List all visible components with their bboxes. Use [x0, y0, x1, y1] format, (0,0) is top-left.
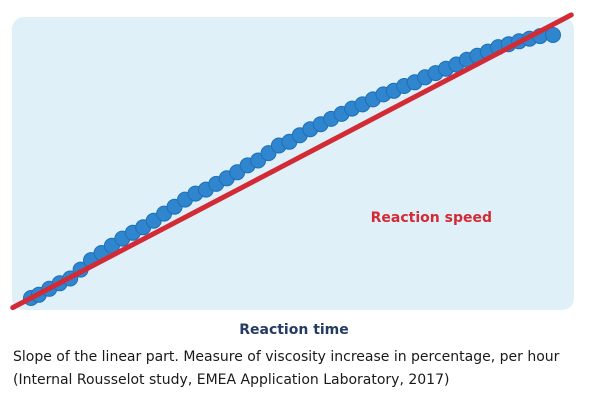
data-point [545, 27, 561, 43]
x-axis-label: Reaction time [239, 322, 349, 338]
reaction-speed-line [10, 12, 574, 311]
reaction-speed-label: Reaction speed [371, 210, 492, 226]
caption-line-1: Slope of the linear part. Measure of vis… [13, 349, 560, 365]
caption-line-2: (Internal Rousselot study, EMEA Applicat… [13, 372, 450, 388]
